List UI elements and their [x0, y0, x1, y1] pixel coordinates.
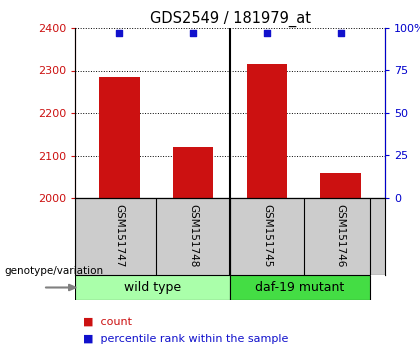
Text: daf-19 mutant: daf-19 mutant — [255, 281, 345, 294]
Text: ■  percentile rank within the sample: ■ percentile rank within the sample — [84, 334, 289, 344]
Text: genotype/variation: genotype/variation — [4, 267, 103, 276]
Text: ■  count: ■ count — [84, 316, 132, 326]
Bar — [173, 147, 213, 198]
Text: GSM151748: GSM151748 — [188, 204, 198, 268]
Text: GSM151745: GSM151745 — [262, 204, 272, 268]
Point — [337, 30, 344, 36]
Text: wild type: wild type — [124, 281, 181, 294]
Point — [116, 30, 123, 36]
Bar — [99, 77, 139, 198]
Point — [190, 30, 197, 36]
Text: GSM151747: GSM151747 — [114, 204, 124, 268]
Point — [263, 30, 270, 36]
Bar — [230, 275, 370, 300]
Title: GDS2549 / 181979_at: GDS2549 / 181979_at — [150, 11, 310, 27]
Bar — [320, 172, 361, 198]
Bar — [247, 64, 287, 198]
Text: GSM151746: GSM151746 — [336, 204, 346, 268]
Bar — [75, 275, 230, 300]
